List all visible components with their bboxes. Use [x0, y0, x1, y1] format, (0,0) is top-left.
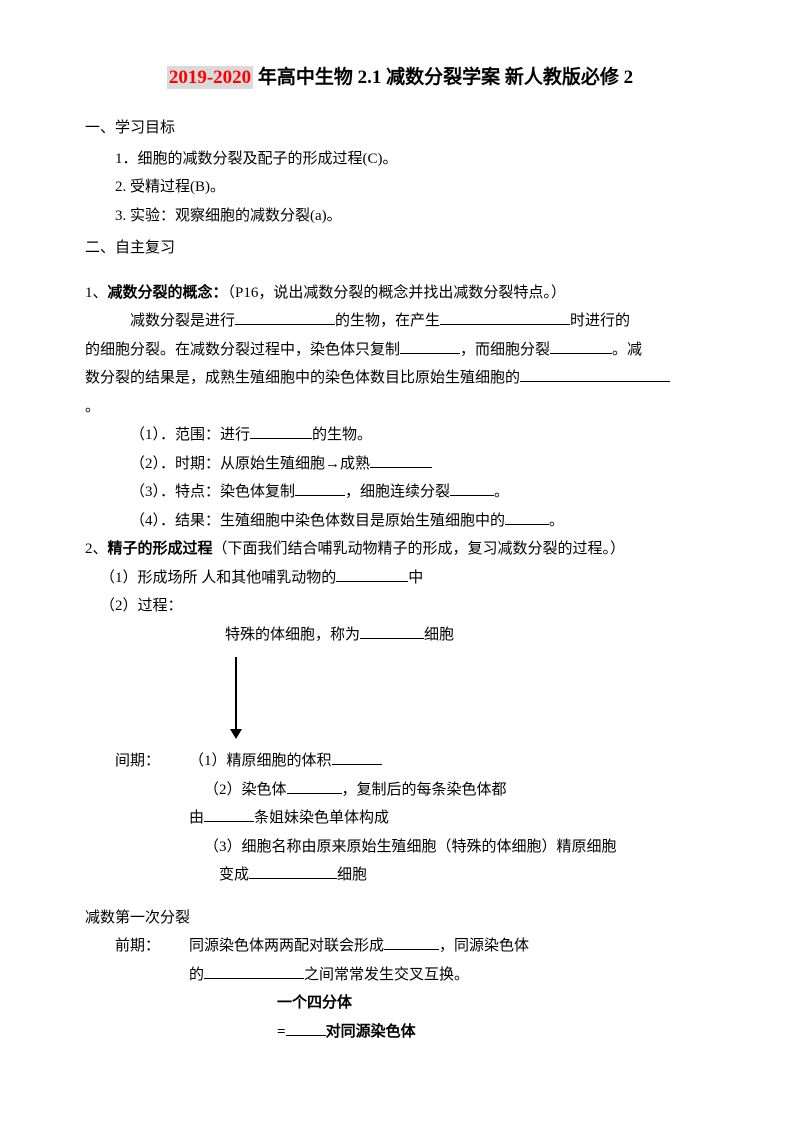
interphase-content: （1）精原细胞的体积 （2）染色体，复制后的每条染色体都 由条姐妹染色单体构成 … — [189, 747, 715, 890]
blank — [360, 624, 424, 639]
blank — [336, 567, 408, 582]
goal-3: 3. 实验：观察细胞的减数分裂(a)。 — [85, 202, 715, 231]
s2-process: （2）过程： — [85, 592, 715, 621]
s1-bold: 减数分裂的概念： — [108, 285, 228, 301]
text: 之间常常发生交叉互换。 — [304, 967, 469, 983]
s1-item4: （4）．结果：生殖细胞中染色体数目是原始生殖细胞中的 。 — [85, 507, 715, 536]
ip-line4: （3）细胞名称由原来原始生殖细胞（特殊的体细胞）精原细胞 — [189, 833, 715, 862]
prophase-row: 前期： 同源染色体两两配对联会形成 ，同源染色体 的 之间常常发生交叉互换。 — [85, 932, 715, 989]
text: （3）细胞名称由原来原始生殖细胞（特殊的体细胞）精原细胞 — [204, 839, 617, 855]
blank — [332, 750, 382, 765]
goal-1: 1．细胞的减数分裂及配子的形成过程(C)。 — [85, 145, 715, 174]
blank — [450, 481, 494, 496]
s1-item2: （2）．时期：从原始生殖细胞→成熟 — [85, 450, 715, 479]
text: 由 — [189, 810, 204, 826]
section-1-heading: 1、减数分裂的概念：（P16，说出减数分裂的概念并找出减数分裂特点。） — [85, 279, 715, 308]
prophase-content: 同源染色体两两配对联会形成 ，同源染色体 的 之间常常发生交叉互换。 — [189, 932, 715, 989]
blank — [505, 510, 549, 525]
s1-para-line1: 减数分裂是进行 的生物，在产生 时进行的 — [85, 307, 715, 336]
tetrad-line: 一个四分体 — [85, 989, 715, 1018]
text: （4）．结果：生殖细胞中染色体数目是原始生殖细胞中的 — [130, 513, 505, 529]
blank — [440, 310, 570, 325]
arrow-line — [235, 657, 237, 733]
text: 。 — [494, 484, 509, 500]
text: 中 — [408, 570, 423, 586]
text: 变成 — [219, 867, 249, 883]
text: （3）．特点：染色体复制 — [130, 484, 295, 500]
s1-rest: （P16，说出减数分裂的概念并找出减数分裂特点。） — [228, 285, 566, 301]
title-rest: 年高中生物 2.1 减数分裂学案 新人教版必修 2 — [253, 67, 633, 88]
text: 对同源染色体 — [326, 1024, 416, 1040]
text: 数分裂的结果是，成熟生殖细胞中的染色体数目比原始生殖细胞的 — [85, 370, 520, 386]
blank — [204, 807, 254, 822]
blank — [384, 935, 439, 950]
text: （1）．范围：进行 — [130, 427, 250, 443]
blank — [204, 964, 304, 979]
meiosis1-title: 减数第一次分裂 — [85, 904, 715, 933]
ip-line3: 由 条姐妹染色单体构成 — [189, 804, 715, 833]
text: （1）形成场所 人和其他哺乳动物的 — [100, 570, 336, 586]
s2-bold: 精子的形成过程 — [108, 541, 213, 557]
s1-item3: （3）．特点：染色体复制 ，细胞连续分裂 。 — [85, 478, 715, 507]
text: ，而细胞分裂 — [460, 342, 550, 358]
text: 的生物。 — [312, 427, 372, 443]
s2-cell: 特殊的体细胞，称为 细胞 — [85, 621, 715, 650]
text: 细胞 — [337, 867, 367, 883]
title-years: 2019-2020 — [167, 66, 253, 89]
s1-para-line2: 的细胞分裂。在减数分裂过程中，染色体只复制 ，而细胞分裂 。减 — [85, 336, 715, 365]
blank — [520, 367, 670, 382]
s1-item1: （1）．范围：进行 的生物。 — [85, 421, 715, 450]
s1-num: 1、 — [85, 285, 108, 301]
interphase-label: 间期： — [85, 747, 189, 890]
text: = — [277, 1024, 286, 1040]
s1-period: 。 — [85, 393, 715, 422]
interphase-row: 间期： （1）精原细胞的体积 （2）染色体 ，复制后的每条染色体都 由 条姐妹染色单… — [85, 747, 715, 890]
downward-arrow — [85, 649, 715, 747]
text: ，细胞连续分裂 — [345, 484, 450, 500]
blank — [550, 339, 612, 354]
blank — [295, 481, 345, 496]
text: （2）．时期：从原始生殖细胞→成熟 — [130, 456, 370, 472]
blank — [370, 453, 432, 468]
text: 的 — [189, 967, 204, 983]
s1-para-line3: 数分裂的结果是，成熟生殖细胞中的染色体数目比原始生殖细胞的 — [85, 364, 715, 393]
text: 同源染色体两两配对联会形成 — [189, 938, 384, 954]
section-2-heading: 2、精子的形成过程（下面我们结合哺乳动物精子的形成，复习减数分裂的过程。） — [85, 535, 715, 564]
text: （1）精原细胞的体积 — [189, 753, 332, 769]
text: ，同源染色体 — [439, 938, 529, 954]
s2-rest: （下面我们结合哺乳动物精子的形成，复习减数分裂的过程。） — [213, 541, 626, 557]
s2-location: （1）形成场所 人和其他哺乳动物的 中 — [85, 564, 715, 593]
arrow-head-icon — [230, 729, 242, 739]
text: 时进行的 — [570, 313, 630, 329]
text: ，复制后的每条染色体都 — [342, 782, 507, 798]
ip-line5: 变成 细胞 — [189, 861, 715, 890]
ip-line2: （2）染色体 ，复制后的每条染色体都 — [189, 776, 715, 805]
blank — [400, 339, 460, 354]
s2-num: 2、 — [85, 541, 108, 557]
heading-review: 二、自主复习 — [85, 234, 715, 263]
blank — [287, 779, 342, 794]
blank — [286, 1021, 326, 1036]
text: 。 — [549, 513, 564, 529]
text: 条姐妹染色单体构成 — [254, 810, 389, 826]
tetrad-eq: = 对同源染色体 — [85, 1018, 715, 1047]
text: 特殊的体细胞，称为 — [225, 627, 360, 643]
text: （2）染色体 — [204, 782, 287, 798]
text: 减数分裂是进行 — [130, 313, 235, 329]
prophase-label: 前期： — [85, 932, 189, 989]
text: 的细胞分裂。在减数分裂过程中，染色体只复制 — [85, 342, 400, 358]
pro-line1: 同源染色体两两配对联会形成 ，同源染色体 — [189, 932, 715, 961]
document-title: 2019-2020 年高中生物 2.1 减数分裂学案 新人教版必修 2 — [85, 60, 715, 96]
blank — [249, 864, 337, 879]
pro-line2: 的 之间常常发生交叉互换。 — [189, 961, 715, 990]
goal-2: 2. 受精过程(B)。 — [85, 173, 715, 202]
text: 。减 — [612, 342, 642, 358]
blank — [235, 310, 335, 325]
text: 的生物，在产生 — [335, 313, 440, 329]
ip-line1: （1）精原细胞的体积 — [189, 747, 715, 776]
text: 细胞 — [424, 627, 454, 643]
heading-goals: 一、学习目标 — [85, 114, 715, 143]
blank — [250, 424, 312, 439]
